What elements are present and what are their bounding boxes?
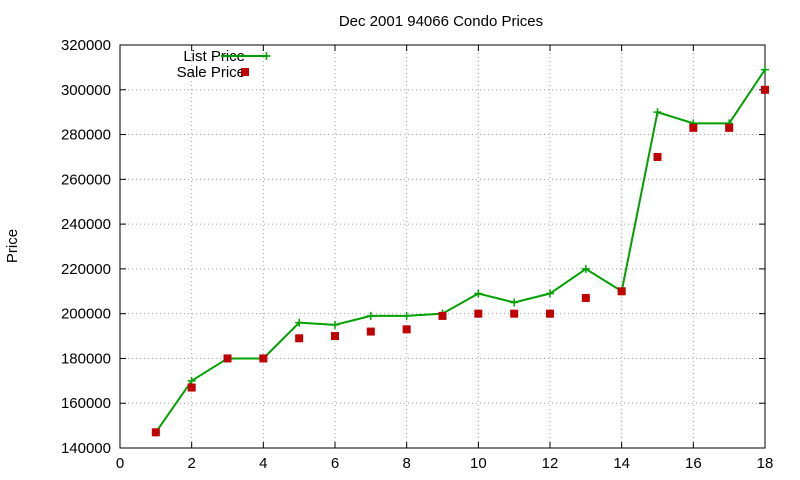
list-price-point — [295, 318, 304, 327]
legend-plus-marker — [262, 52, 271, 60]
y-tick-label: 140000 — [61, 440, 111, 457]
list-price-line — [155, 69, 766, 433]
sale-price-point — [366, 327, 375, 336]
list-price-point — [510, 298, 519, 307]
y-tick-label: 220000 — [61, 261, 111, 278]
y-tick-label: 160000 — [61, 395, 111, 412]
y-tick-label: 300000 — [61, 82, 111, 99]
series-sale-price — [151, 85, 769, 437]
series — [151, 65, 769, 437]
y-tick-label: 240000 — [61, 216, 111, 233]
plot-area-border — [119, 44, 766, 449]
sale-price-point — [295, 334, 304, 343]
list-price-point — [366, 311, 375, 320]
list-price-point — [402, 311, 411, 320]
y-axis-label: Price — [4, 229, 21, 263]
x-tick-label: 10 — [470, 455, 487, 472]
tick-labels: 0 2 4 6 8 10 12 14 16 18 140000 160000 180000 200000 2… — [61, 37, 773, 472]
sale-price-point — [438, 311, 447, 320]
sale-price-point — [510, 309, 519, 318]
x-tick-label: 2 — [187, 455, 195, 472]
chart-title: Dec 2001 94066 Condo Prices — [339, 13, 543, 30]
x-tick-label: 16 — [685, 455, 702, 472]
x-tick-label: 0 — [116, 455, 124, 472]
sale-price-point — [546, 309, 554, 318]
axis-ticks — [119, 44, 766, 449]
list-price-point — [331, 320, 339, 329]
list-price-point — [761, 65, 769, 74]
sale-price-point — [402, 325, 411, 334]
sale-price-point — [581, 293, 590, 302]
sale-price-point — [653, 152, 662, 161]
sale-price-point — [474, 309, 483, 318]
sale-price-point — [223, 354, 232, 363]
y-tick-label: 260000 — [61, 171, 111, 188]
sale-price-point — [617, 287, 626, 296]
x-tick-label: 12 — [542, 455, 559, 472]
sale-price-point — [259, 354, 268, 363]
y-tick-label: 200000 — [61, 306, 111, 323]
sale-price-point — [187, 383, 196, 392]
sale-price-point — [689, 123, 698, 132]
y-tick-label: 180000 — [61, 350, 111, 367]
legend-label: List Price — [183, 48, 245, 65]
legend-square-marker — [241, 68, 249, 76]
sale-price-point — [151, 428, 160, 437]
sale-price-point — [761, 85, 769, 94]
x-tick-label: 6 — [331, 455, 339, 472]
sale-price-point — [725, 123, 734, 132]
y-tick-label: 280000 — [61, 127, 111, 144]
x-tick-label: 4 — [259, 455, 267, 472]
list-price-point — [187, 376, 196, 385]
x-tick-label: 18 — [757, 455, 774, 472]
x-tick-label: 14 — [613, 455, 630, 472]
list-price-point — [581, 264, 590, 273]
legend-label: Sale Price — [177, 64, 245, 81]
x-tick-label: 8 — [402, 455, 410, 472]
sale-price-point — [331, 332, 339, 341]
list-price-point — [653, 108, 662, 117]
y-tick-label: 320000 — [61, 37, 111, 54]
list-price-point — [546, 289, 554, 298]
series-list-price — [151, 65, 769, 437]
grid — [120, 45, 765, 448]
list-price-point — [474, 289, 483, 298]
